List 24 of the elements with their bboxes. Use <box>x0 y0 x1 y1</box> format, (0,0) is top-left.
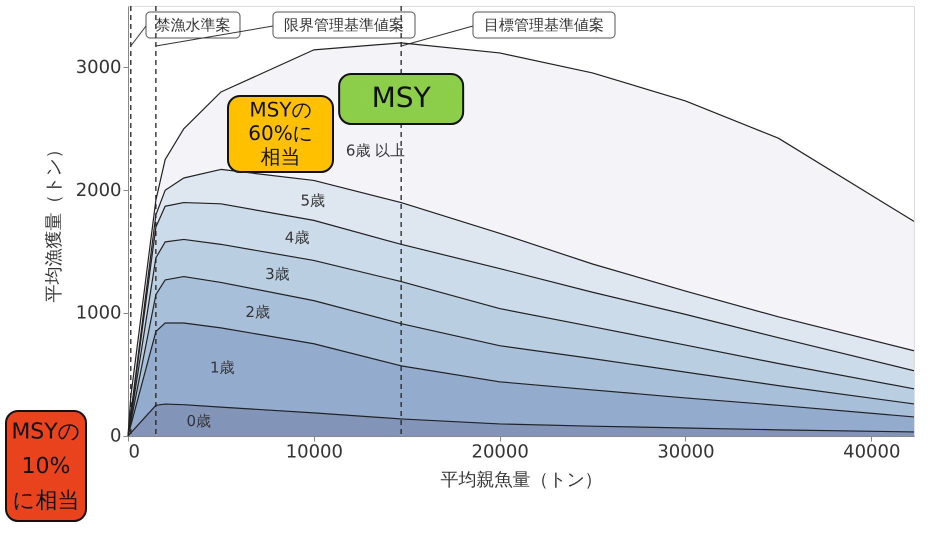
annotation: MSYの60%に相当 <box>248 98 313 168</box>
text: MSYの10%に相当 <box>11 419 81 514</box>
series-label: 3歳 <box>265 264 290 283</box>
series-label: 6歳 以上 <box>346 142 406 160</box>
ref-line-label: 禁漁水準案 <box>156 16 230 34</box>
series-label: 2歳 <box>245 302 270 321</box>
y-tick-label: 0 <box>110 426 122 446</box>
y-tick-label: 1000 <box>76 302 122 324</box>
y-tick-label: 3000 <box>76 56 122 78</box>
annotation: MSY <box>372 81 432 114</box>
x-axis-title: 平均親魚量（トン） <box>440 470 602 490</box>
x-tick-label: 40000 <box>843 442 900 462</box>
ref-line-label: 目標管理基準値案 <box>484 16 604 34</box>
y-axis-title: 平均漁獲量（トン） <box>44 140 65 302</box>
series-label: 1歳 <box>210 358 235 377</box>
series-label: 0歳 <box>186 412 212 430</box>
x-tick-label: 10000 <box>286 442 343 462</box>
x-tick-label: 20000 <box>472 442 529 462</box>
series-label: 4歳 <box>284 228 310 246</box>
y-tick-label: 2000 <box>76 180 122 201</box>
x-tick-label: 0 <box>128 442 140 462</box>
series-label: 5歳 <box>300 191 325 210</box>
ref-line-label: 限界管理基準値案 <box>284 16 404 34</box>
x-tick-label: 30000 <box>657 442 715 462</box>
